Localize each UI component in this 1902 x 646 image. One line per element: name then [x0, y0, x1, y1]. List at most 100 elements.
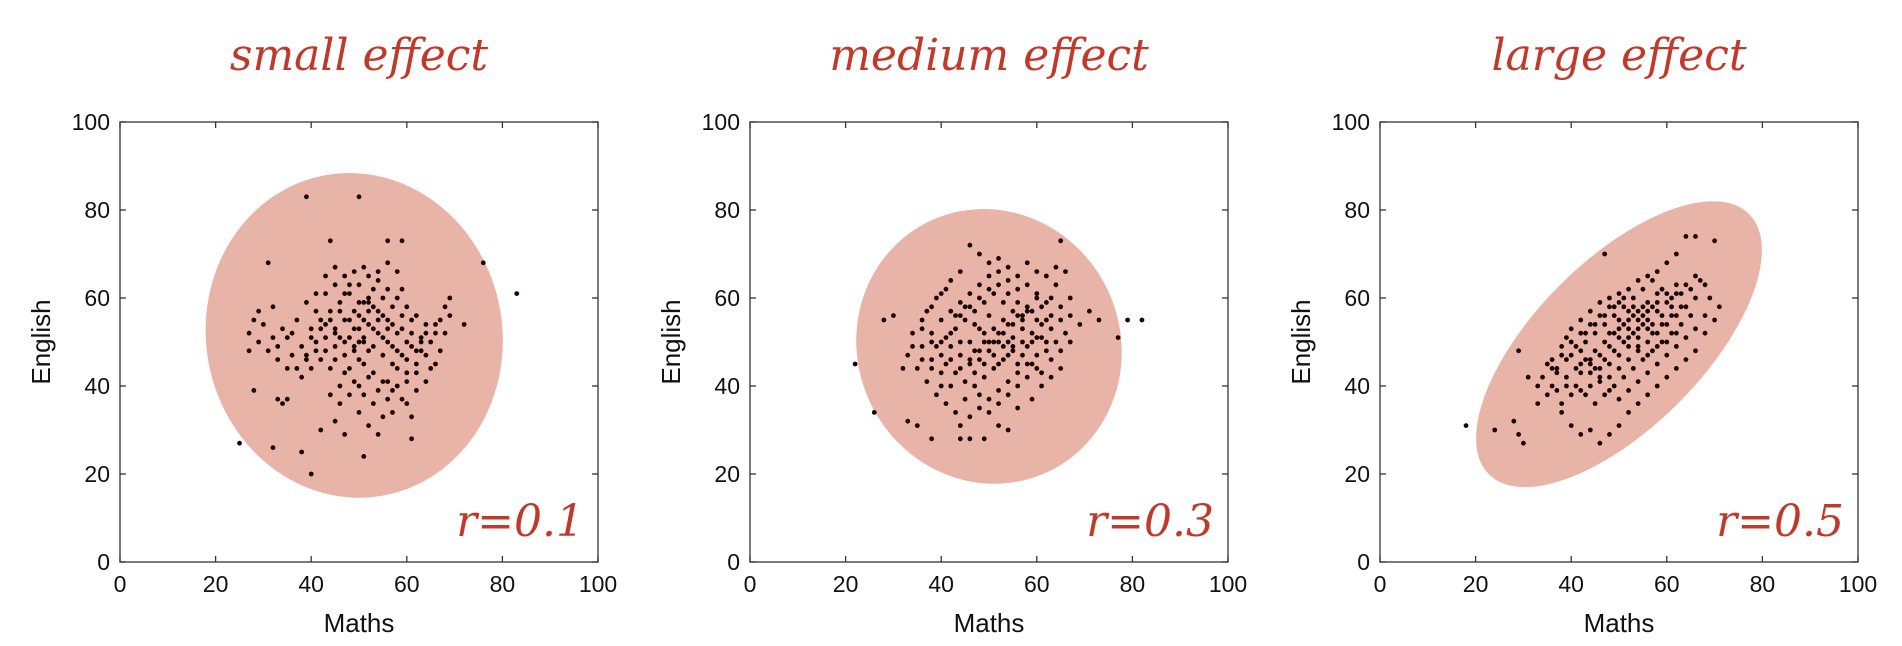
data-point: [914, 366, 920, 371]
data-point: [361, 335, 367, 340]
data-point: [972, 348, 978, 354]
data-point: [433, 361, 438, 367]
data-point: [1712, 238, 1717, 244]
data-point: [284, 396, 290, 402]
data-point: [351, 269, 357, 274]
data-point: [957, 339, 963, 345]
data-point: [1034, 295, 1040, 301]
data-point: [323, 291, 328, 296]
data-point: [304, 300, 309, 305]
data-point: [1516, 348, 1522, 354]
data-point: [1626, 388, 1631, 393]
data-point: [1125, 317, 1131, 323]
data-point: [924, 379, 930, 384]
data-point: [1024, 282, 1030, 288]
data-point: [1029, 308, 1035, 314]
data-point: [1115, 335, 1121, 340]
data-point: [967, 339, 973, 345]
y-tick-label: 0: [97, 549, 110, 575]
data-point: [962, 304, 968, 310]
data-point: [399, 396, 405, 402]
correlation-label: r=0.1: [456, 496, 584, 547]
data-point: [981, 374, 987, 380]
data-point: [1005, 291, 1011, 296]
data-point: [1607, 388, 1612, 393]
data-point: [1024, 308, 1030, 314]
data-point: [237, 440, 242, 446]
data-point: [356, 357, 362, 362]
data-point: [1568, 352, 1574, 358]
data-point: [1535, 383, 1541, 389]
data-point: [1024, 260, 1030, 266]
data-point: [375, 269, 381, 274]
data-point: [1645, 308, 1651, 314]
data-point: [1635, 344, 1641, 349]
data-point: [284, 366, 290, 371]
data-point: [1029, 339, 1035, 345]
data-point: [1654, 383, 1660, 389]
data-point: [1650, 304, 1655, 310]
data-point: [1616, 423, 1622, 428]
data-point: [996, 330, 1001, 336]
data-point: [1654, 308, 1660, 314]
data-point: [323, 335, 328, 340]
data-point: [967, 361, 973, 367]
data-point: [409, 317, 414, 323]
data-point: [962, 396, 968, 402]
data-point: [1015, 300, 1021, 305]
data-point: [1645, 326, 1651, 332]
data-point: [366, 273, 371, 279]
data-point: [967, 414, 973, 420]
data-point: [342, 352, 348, 358]
data-point: [370, 370, 376, 376]
data-point: [318, 427, 324, 433]
data-point: [1659, 339, 1665, 345]
data-point: [1673, 251, 1679, 257]
chart-panel-1: small effect 0 20 40 60 80 100 0 20 40 60 80 100 Math…: [26, 30, 617, 638]
plot-frame: [119, 121, 599, 563]
data-point: [337, 308, 343, 314]
data-point: [1597, 313, 1603, 318]
data-point: [953, 410, 958, 415]
data-point: [433, 330, 438, 336]
y-tick-label: 100: [702, 109, 740, 135]
data-point: [1616, 352, 1622, 358]
data-point: [852, 361, 858, 367]
x-tick-label: 20: [1463, 571, 1489, 597]
data-point: [1673, 313, 1679, 318]
data-point: [977, 392, 982, 398]
data-point: [914, 423, 920, 428]
data-point: [1578, 330, 1584, 336]
data-point: [423, 322, 429, 327]
data-point: [275, 396, 281, 402]
data-point: [1640, 286, 1646, 292]
data-point: [1626, 317, 1631, 323]
data-point: [1559, 344, 1565, 349]
data-point: [1554, 366, 1560, 371]
y-tick-label: 60: [84, 285, 110, 311]
data-point: [977, 348, 982, 354]
data-point: [318, 357, 324, 362]
data-point: [1592, 322, 1598, 327]
data-point: [953, 370, 958, 376]
data-point: [366, 308, 371, 314]
data-point: [347, 282, 352, 288]
data-point: [356, 339, 362, 345]
data-point: [1683, 335, 1689, 340]
y-tick-label: 40: [1344, 373, 1370, 399]
data-point: [1568, 326, 1574, 332]
data-point: [1664, 260, 1670, 266]
data-point: [1053, 282, 1059, 288]
data-point: [1607, 330, 1612, 336]
data-point: [1654, 330, 1660, 336]
x-tick-label: 40: [928, 571, 954, 597]
data-point: [1048, 357, 1054, 362]
data-point: [1616, 396, 1622, 402]
data-point: [246, 348, 252, 354]
data-point: [1611, 313, 1617, 318]
data-point: [1630, 366, 1636, 371]
data-point: [347, 366, 352, 371]
data-point: [1630, 295, 1636, 301]
data-point: [996, 401, 1001, 406]
